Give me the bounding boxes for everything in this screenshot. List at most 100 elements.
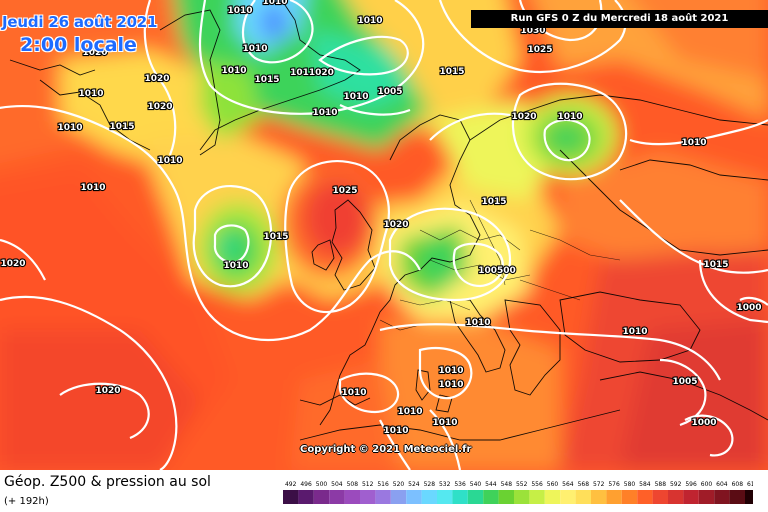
scale-value: 548 — [501, 481, 513, 488]
isobar-label: 1020 — [82, 48, 107, 58]
isobar-label: 1010 — [622, 327, 647, 337]
pressure-map: 1010 1010 1010 1010 1020 1010 1015 1011020 1015 1… — [0, 0, 768, 470]
scale-value: 608 — [732, 481, 744, 488]
isobar-label: 1000 — [691, 418, 716, 428]
isobar-label: 1010 — [80, 183, 105, 193]
scale-value: 592 — [670, 481, 682, 488]
scale-value: 504 — [331, 481, 343, 488]
isobar-label: 1010 — [341, 388, 366, 398]
scale-value: 528 — [424, 481, 436, 488]
scale-value: 568 — [578, 481, 590, 488]
isobar-label: 1005 — [672, 377, 697, 387]
scale-swatch — [544, 490, 561, 504]
isobar-label: 1000 — [736, 303, 761, 313]
isobar-label: 1010 — [223, 261, 248, 271]
isobar-label: 1010 — [78, 89, 103, 99]
scale-value: 516 — [377, 481, 389, 488]
scale-swatch — [637, 490, 653, 504]
scale-swatch — [529, 490, 545, 504]
scale-swatch — [360, 490, 376, 504]
scale-swatch — [313, 490, 330, 504]
scale-value: 612 — [747, 481, 753, 488]
scale-value: 576 — [608, 481, 620, 488]
isobar-label: 1010 — [357, 16, 382, 26]
scale-value: 604 — [716, 481, 728, 488]
isobar-label: 1010 — [438, 380, 463, 390]
isobar-label: 1010 — [397, 407, 422, 417]
isobar-label: 1020 — [95, 386, 120, 396]
isobar-label: 1015 — [703, 260, 728, 270]
scale-value: 552 — [516, 481, 528, 488]
isobar-label: 1010 — [262, 0, 287, 7]
isobar-label: 100500 — [478, 266, 516, 276]
scale-swatch — [344, 490, 360, 504]
scale-value: 560 — [547, 481, 559, 488]
scale-value: 564 — [562, 481, 574, 488]
isobar-label: 1010 — [438, 366, 463, 376]
scale-swatch — [421, 490, 437, 504]
isobar-labels: 1010 1010 1010 1010 1020 1010 1015 1011020 1015 1… — [0, 0, 763, 437]
scale-swatch — [283, 490, 299, 504]
isobar-label: 1020 — [383, 220, 408, 230]
forecast-date: Jeudi 26 août 2021 — [2, 13, 158, 31]
scale-swatch — [745, 490, 753, 504]
isobar-label: 1010 — [242, 44, 267, 54]
run-info-banner: Run GFS 0 Z du Mercredi 18 août 2021 — [471, 10, 768, 28]
scale-value: 492 — [285, 481, 297, 488]
scale-swatch — [390, 490, 407, 504]
map-title: Géop. Z500 & pression au sol — [4, 474, 211, 490]
isobar-label: 1020 — [511, 112, 536, 122]
isobar-label: 1010 — [221, 66, 246, 76]
isobar-label: 1010 — [227, 6, 252, 16]
scale-value: 512 — [362, 481, 374, 488]
isobar-label: 1025 — [332, 186, 357, 196]
scale-value: 544 — [485, 481, 497, 488]
scale-value: 508 — [347, 481, 359, 488]
scale-swatch — [375, 490, 391, 504]
scale-swatch — [498, 490, 514, 504]
scale-swatch — [406, 490, 422, 504]
isobar-label: 1015 — [439, 67, 464, 77]
scale-swatch — [560, 490, 576, 504]
isobar-label: 1010 — [432, 418, 457, 428]
forecast-time: 2:00 locale — [20, 34, 137, 56]
legend-footer: Géop. Z500 & pression au sol (+ 192h) 49… — [0, 470, 768, 512]
scale-value: 580 — [624, 481, 636, 488]
scale-swatch — [591, 490, 607, 504]
scale-value: 500 — [316, 481, 328, 488]
isobar-label: 1010 — [465, 318, 490, 328]
scale-value: 588 — [655, 481, 667, 488]
isobar-label: 1011020 — [290, 68, 334, 78]
isobar-label: 1015 — [263, 232, 288, 242]
scale-swatch — [652, 490, 668, 504]
isobar-label: 1015 — [109, 122, 134, 132]
scale-swatch — [329, 490, 345, 504]
scale-swatch — [467, 490, 484, 504]
isobar-label: 1015 — [254, 75, 279, 85]
isobar-label: 1020 — [147, 102, 172, 112]
color-scale: 492 496 500 504 508 512 516 520 524 528 532 536 540 5… — [283, 481, 753, 504]
isobar-label: 1010 — [157, 156, 182, 166]
isobar-label: 1015 — [481, 197, 506, 207]
scale-swatch — [437, 490, 453, 504]
isobar-label: 1010 — [57, 123, 82, 133]
isobar-label: 1010 — [312, 108, 337, 118]
isobar-label: 1005 — [377, 87, 402, 97]
scale-value: 496 — [300, 481, 312, 488]
scale-value: 596 — [685, 481, 697, 488]
isobar-label: 1010 — [383, 426, 408, 436]
scale-value: 524 — [408, 481, 420, 488]
scale-value: 540 — [470, 481, 482, 488]
scale-swatch — [575, 490, 591, 504]
scale-value: 532 — [439, 481, 451, 488]
scale-swatch — [621, 490, 638, 504]
isobar-lines — [0, 0, 768, 470]
isobar-label: 1010 — [557, 112, 582, 122]
isobar-label: 1010 — [343, 92, 368, 102]
scale-swatch — [298, 490, 314, 504]
isobar-label: 1020 — [144, 74, 169, 84]
scale-value: 584 — [639, 481, 651, 488]
scale-value: 536 — [454, 481, 466, 488]
scale-value: 520 — [393, 481, 405, 488]
scale-value: 572 — [593, 481, 605, 488]
